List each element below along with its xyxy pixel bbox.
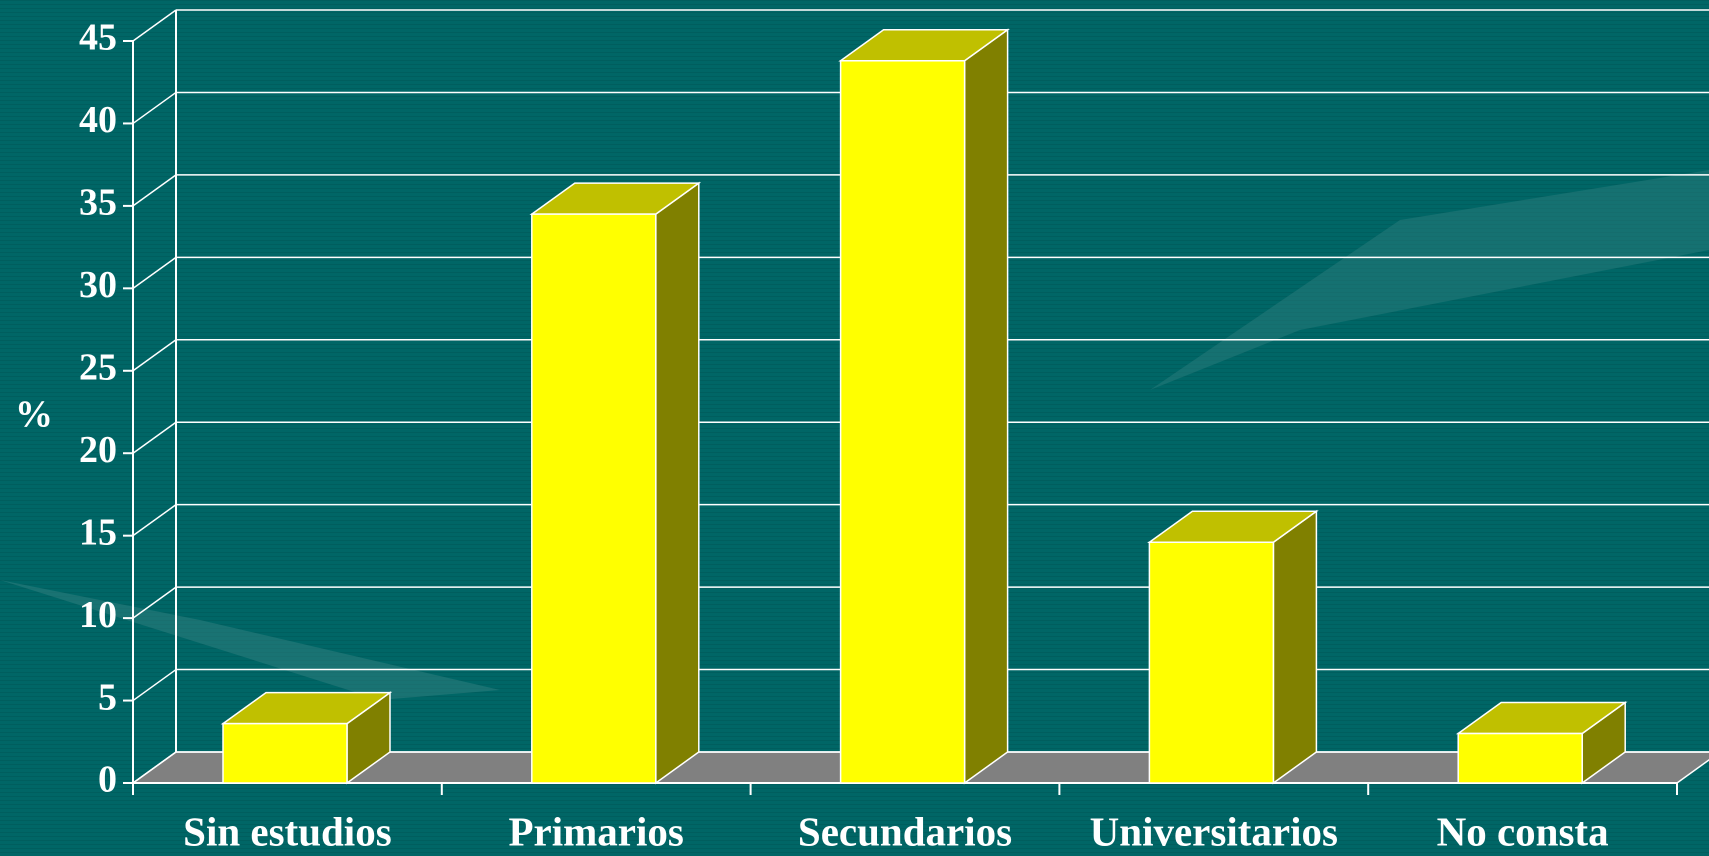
grid-line xyxy=(132,586,177,619)
bar xyxy=(1148,541,1275,784)
grid-line xyxy=(132,9,177,42)
grid-line xyxy=(132,668,177,702)
grid-line xyxy=(132,751,177,784)
y-tick-label: 45 xyxy=(79,17,117,59)
x-tick-label: Secundarios xyxy=(798,808,1012,854)
bar-side xyxy=(1272,509,1318,785)
grid-line xyxy=(132,174,177,207)
y-tick-label: 0 xyxy=(98,759,117,801)
y-tick-label: 25 xyxy=(79,346,117,388)
grid-line xyxy=(132,339,177,372)
grid-line xyxy=(132,504,177,537)
y-tick-label: 30 xyxy=(79,264,117,306)
grid-line xyxy=(132,421,177,454)
x-tick-label: No consta xyxy=(1437,808,1609,854)
x-tick-label: Universitarios xyxy=(1090,808,1338,854)
y-tick-label: 35 xyxy=(79,182,117,224)
y-tick-label: 15 xyxy=(79,511,117,553)
decoration xyxy=(1150,170,1709,390)
y-axis-label: % xyxy=(15,394,53,436)
bar-side xyxy=(963,28,1009,785)
bar xyxy=(839,60,966,784)
grid-line xyxy=(132,256,177,289)
bar xyxy=(531,213,657,784)
y-tick-label: 20 xyxy=(79,429,117,471)
y-tick-label: 40 xyxy=(79,99,117,141)
bar xyxy=(222,722,348,784)
y-tick-label: 10 xyxy=(79,594,117,636)
grid-line xyxy=(132,91,177,125)
bar xyxy=(1457,732,1583,784)
y-tick-label: 5 xyxy=(98,676,117,718)
x-tick-label: Primarios xyxy=(509,808,684,854)
x-tick-label: Sin estudios xyxy=(183,808,392,854)
bar-side xyxy=(655,181,700,785)
